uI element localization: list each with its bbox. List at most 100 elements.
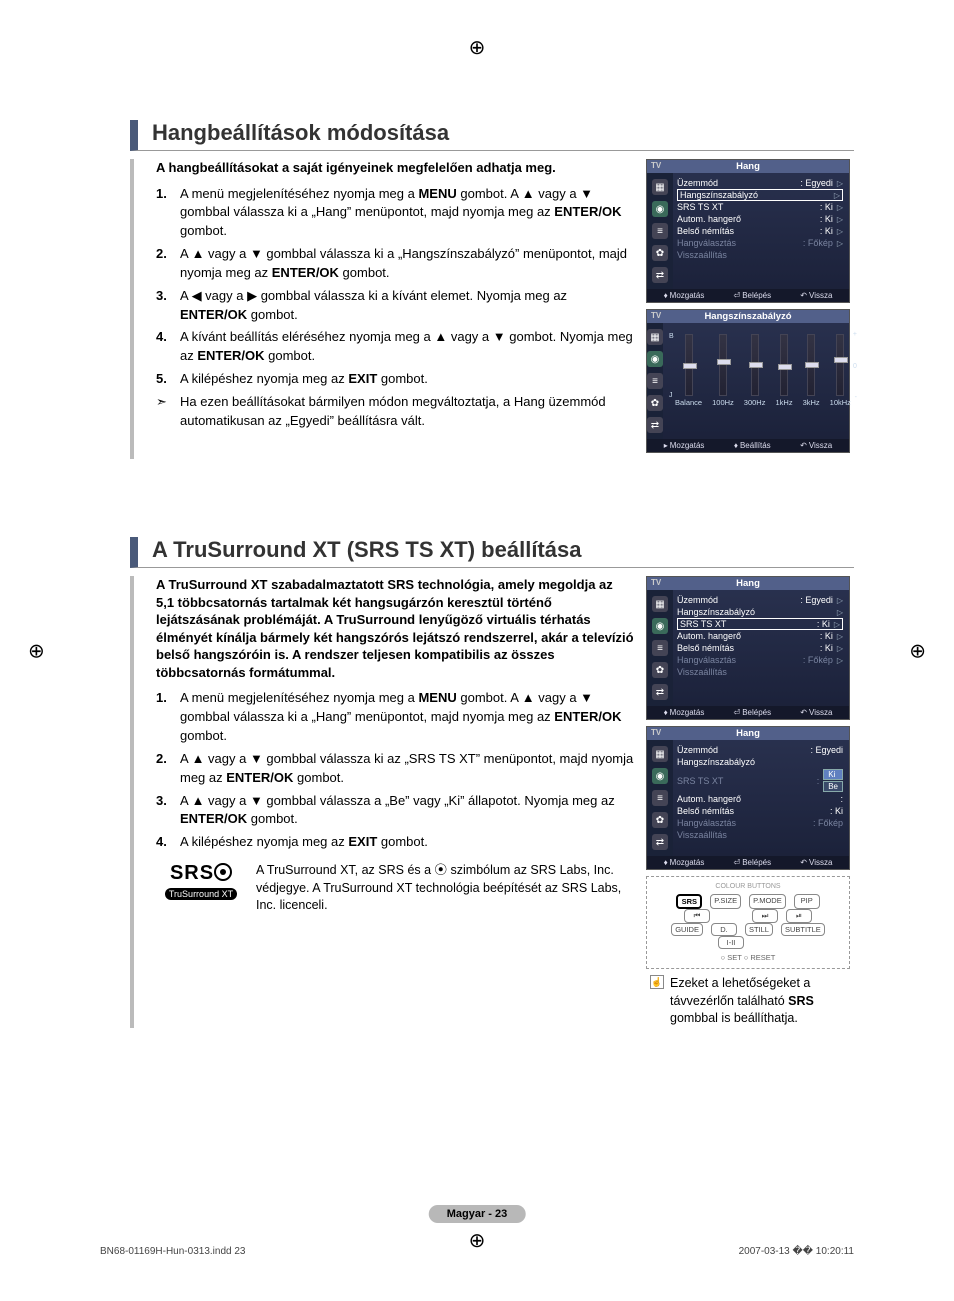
tv-row-value: : Ki ▷ <box>820 214 843 224</box>
tv-menu-row: SRS TS XT: KiBe <box>677 768 843 793</box>
remote-button: ⏯ <box>786 909 812 923</box>
tv-sidebar-icons: ▦ ◉ ≡ ✿ ⇄ <box>647 590 673 706</box>
tv-row-label: Autom. hangerő <box>677 214 741 224</box>
eq-minus: - <box>855 394 857 401</box>
remote-button: PIP <box>794 894 820 909</box>
sound-icon: ◉ <box>652 768 668 784</box>
input-icon: ⇄ <box>652 267 668 283</box>
tv-row-label: Hangszínszabályzó <box>680 190 758 200</box>
step-text: A ▲ vagy a ▼ gombbal válassza ki a „Hang… <box>180 245 634 283</box>
eq-slider: Balance <box>675 334 702 407</box>
eq-slider: 10kHz <box>830 334 851 407</box>
srs-trademark-text: A TruSurround XT, az SRS és a ⦿ szimbólu… <box>256 862 634 915</box>
step-text: A ◀ vagy a ▶ gombbal válassza ki a kíván… <box>180 287 634 325</box>
section-title: A TruSurround XT (SRS TS XT) beállítása <box>130 537 854 568</box>
tv-row-value: : Egyedi ▷ <box>800 178 843 188</box>
tv-row-value: : Ki <box>830 806 843 816</box>
tv-panel-header: TV Hangszínszabályzó <box>647 310 849 323</box>
tv-row-label: Hangválasztás <box>677 655 736 665</box>
tip-row: ☝ Ezeket a lehetőségeket a távvezérlőn t… <box>646 975 854 1028</box>
tv-panel-header: TV Hang <box>647 727 849 740</box>
step-text: A ▲ vagy a ▼ gombbal válassza a „Be” vag… <box>180 792 634 830</box>
footer-page-num: 23 <box>495 1208 507 1220</box>
chevron-right-icon: ▷ <box>837 644 843 653</box>
eq-slider: 300Hz <box>744 334 766 407</box>
tip-hand-icon: ☝ <box>650 975 664 989</box>
sound-icon: ◉ <box>652 618 668 634</box>
footer-return: ↶ Vissza <box>800 441 832 450</box>
tv-panel-header: TV Hang <box>647 577 849 590</box>
picture-icon: ▦ <box>652 179 668 195</box>
section-sound-settings: Hangbeállítások módosítása A hangbeállít… <box>130 120 854 459</box>
tv-row-label: Üzemmód <box>677 178 718 188</box>
footer-move: ♦ Mozgatás <box>664 708 705 717</box>
steps-list: 1.A menü megjelenítéséhez nyomja meg a M… <box>156 185 634 389</box>
srs-trademark-row: SRS TruSurround XT A TruSurround XT, az … <box>156 862 634 915</box>
tv-menu-row: Üzemmód: Egyedi ▷ <box>677 594 843 606</box>
tv-panel-footer: ♦ Mozgatás ⏎ Belépés ↶ Vissza <box>647 706 849 719</box>
dropdown-option: Be <box>823 781 843 792</box>
tv-menu-row: Üzemmód: Egyedi <box>677 744 843 756</box>
chevron-right-icon: ▷ <box>834 191 840 200</box>
tv-menu-row: Hangszínszabályzó ▷ <box>677 606 843 618</box>
remote-button: D. <box>711 923 737 936</box>
channel-icon: ≡ <box>652 223 668 239</box>
footer-return: ↶ Vissza <box>800 708 832 717</box>
tv-row-value: : Főkép <box>813 818 843 828</box>
remote-button: I-II <box>718 936 744 949</box>
step-number: 1. <box>156 689 172 746</box>
step-item: 1.A menü megjelenítéséhez nyomja meg a M… <box>156 689 634 746</box>
eq-knob <box>805 362 819 368</box>
tv-panel-header: TV Hang <box>647 160 849 173</box>
tv-menu-row: Hangválasztás: Főkép <box>677 817 843 829</box>
tv-menu-row: Visszaállítás <box>677 249 843 261</box>
step-text: A kívánt beállítás eléréséhez nyomja meg… <box>180 328 634 366</box>
eq-label: 3kHz <box>803 398 820 407</box>
equalizer-area: B J + 0 - Balance100Hz300Hz1kHz3kHz10kHz <box>663 323 863 423</box>
chevron-right-icon: ▷ <box>837 203 843 212</box>
chevron-right-icon: ▷ <box>837 179 843 188</box>
tv-menu-row: Hangválasztás: Főkép ▷ <box>677 237 843 249</box>
tip-text: Ezeket a lehetőségeket a távvezérlőn tal… <box>670 975 850 1028</box>
eq-label: Balance <box>675 398 702 407</box>
tv-row-label: Hangszínszabályzó <box>677 607 755 617</box>
tv-row-label: Autom. hangerő <box>677 631 741 641</box>
step-text: A ▲ vagy a ▼ gombbal válassza ki az „SRS… <box>180 750 634 788</box>
input-icon: ⇄ <box>652 684 668 700</box>
eq-knob <box>717 359 731 365</box>
tv-menu-row: Belső némítás: Ki <box>677 805 843 817</box>
tv-row-value: : Ki ▷ <box>820 202 843 212</box>
tv-menu-list: Üzemmód: EgyediHangszínszabályzóSRS TS X… <box>673 740 849 856</box>
tv-row-label: Visszaállítás <box>677 667 727 677</box>
tv-menu-row: Autom. hangerő : Ki ▷ <box>677 213 843 225</box>
remote-button: ⏭ <box>752 909 778 923</box>
tv-label: TV <box>651 578 661 587</box>
eq-knob <box>749 362 763 368</box>
setup-icon: ✿ <box>647 395 663 411</box>
tv-menu-row: Hangszínszabályzó ▷ <box>677 189 843 201</box>
footer-return: ↶ Vissza <box>800 291 832 300</box>
tv-menu-panel-sound: TV Hang ▦ ◉ ≡ ✿ ⇄ Üzemmód: Egyedi ▷Hangs… <box>646 159 850 303</box>
footer-move: ♦ Mozgatás <box>664 291 705 300</box>
step-number: 3. <box>156 287 172 325</box>
eq-label: 100Hz <box>712 398 734 407</box>
remote-button-row: GUIDED.STILLSUBTITLE <box>671 923 825 936</box>
remote-button: SUBTITLE <box>781 923 825 936</box>
channel-icon: ≡ <box>652 640 668 656</box>
section-title: Hangbeállítások módosítása <box>130 120 854 151</box>
remote-button: P.SIZE <box>710 894 741 909</box>
tv-panel-title: Hang <box>736 161 760 172</box>
eq-knob <box>683 363 697 369</box>
step-number: 2. <box>156 750 172 788</box>
tv-panel-title: Hang <box>736 728 760 739</box>
footer-move: ♦ Mozgatás <box>664 858 705 867</box>
tv-row-value: : Ki ▷ <box>820 643 843 653</box>
chevron-right-icon: ▷ <box>834 620 840 629</box>
sound-icon: ◉ <box>647 351 663 367</box>
eq-slider: 1kHz <box>775 334 792 407</box>
tv-menu-panel-sound-dropdown: TV Hang ▦ ◉ ≡ ✿ ⇄ Üzemmód: EgyediHangszí… <box>646 726 850 870</box>
tv-menu-row: Üzemmód : Egyedi ▷ <box>677 177 843 189</box>
remote-control-diagram: COLOUR BUTTONS SRSP.SIZEP.MODEPIP⏮ ⏭⏯GUI… <box>646 876 850 969</box>
footer-return: ↶ Vissza <box>800 858 832 867</box>
tv-row-value: : Ki ▷ <box>820 226 843 236</box>
